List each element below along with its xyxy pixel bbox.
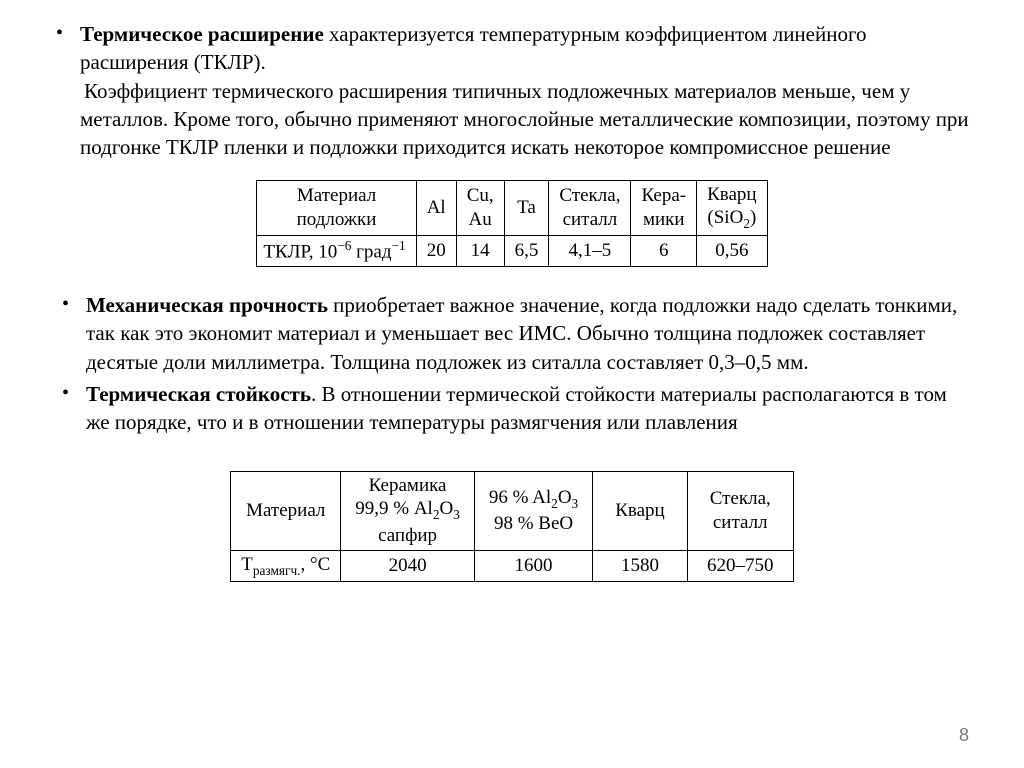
t2-c0-h2d: 3 [453, 507, 460, 522]
t2-c3-h: Стекла, ситалл [687, 471, 793, 550]
t2-c3-h2: ситалл [713, 512, 768, 533]
t1-rl-c: град [351, 241, 391, 262]
t1-rowlabel: ТКЛР, 10−6 град−1 [257, 235, 416, 266]
t1-c5-h2c: ) [750, 207, 756, 228]
t2-c0-h1: Керамика [369, 475, 447, 496]
t1-c3-h2: ситалл [563, 209, 618, 230]
t2-c0-h2c: O [439, 498, 453, 519]
t2-c1-h1d: 3 [572, 495, 579, 510]
table-row: Материал подложки Al Cu, Au Ta Стекла, с… [257, 180, 767, 235]
t1-c3-v: 4,1–5 [549, 235, 631, 266]
t1-c4-v: 6 [631, 235, 697, 266]
t1-rl-b: −6 [337, 238, 351, 253]
t1-h-l2: подложки [297, 209, 377, 230]
t2-c1-h1c: O [558, 487, 572, 508]
t2-rl-a: Т [241, 554, 253, 575]
t2-c1-h1a: 96 % Al [489, 487, 551, 508]
t2-c0-v: 2040 [341, 550, 475, 581]
t2-c1-h1b: 2 [551, 495, 558, 510]
t1-c4-h2: мики [643, 209, 685, 230]
t1-c5-v: 0,56 [697, 235, 768, 266]
t1-c2-h: Ta [504, 180, 549, 235]
t2-rl-c: , °С [300, 554, 330, 575]
t2-c2-h: Кварц [593, 471, 688, 550]
t1-c4-h1: Кера- [641, 185, 686, 206]
t2-c0-h3: сапфир [378, 525, 437, 546]
t2-c1-h: 96 % Al2O3 98 % BeO [474, 471, 592, 550]
bullet-list-1: Термическое расширение характеризуется т… [50, 20, 974, 162]
bullet-mechanical-strength: Механическая прочность приобретает важно… [56, 291, 974, 376]
t2-c2-v: 1580 [593, 550, 688, 581]
t1-c1-h1: Cu, [467, 185, 494, 206]
table-row: Тразмягч., °С 2040 1600 1580 620–750 [231, 550, 794, 581]
t1-c5-h: Кварц (SiO2) [697, 180, 768, 235]
bullet1-text2: Коэффициент термического расширения типи… [80, 79, 969, 160]
t1-rl-d: −1 [392, 238, 406, 253]
t2-rl-b: размягч. [253, 562, 301, 577]
t2-c3-h1: Стекла, [710, 488, 771, 509]
bullet-thermal-stability: Термическая стойкость. В отношении терми… [56, 380, 974, 437]
t2-c0-h: Керамика 99,9 % Al2O3 сапфир [341, 471, 475, 550]
table-row: Материал Керамика 99,9 % Al2O3 сапфир 96… [231, 471, 794, 550]
t2-c3-v: 620–750 [687, 550, 793, 581]
page-number: 8 [959, 725, 969, 746]
t1-rl-a: ТКЛР, 10 [263, 241, 337, 262]
table2-wrap: Материал Керамика 99,9 % Al2O3 сапфир 96… [50, 471, 974, 582]
bullet2-bold: Механическая прочность [86, 293, 328, 317]
table1-header-label: Материал подложки [257, 180, 416, 235]
t1-c1-h: Cu, Au [456, 180, 504, 235]
table-row: ТКЛР, 10−6 град−1 20 14 6,5 4,1–5 6 0,56 [257, 235, 767, 266]
slide: Термическое расширение характеризуется т… [0, 0, 1024, 768]
bullet3-bold: Термическая стойкость [86, 382, 311, 406]
t1-c5-h1: Кварц [707, 184, 757, 205]
bullet-thermal-expansion: Термическое расширение характеризуется т… [50, 20, 974, 162]
t1-c3-h1: Стекла, [559, 185, 620, 206]
t2-header-label: Материал [231, 471, 341, 550]
t2-c0-h2a: 99,9 % Al [355, 498, 433, 519]
t1-c2-v: 6,5 [504, 235, 549, 266]
t1-h-l1: Материал [297, 185, 376, 206]
t1-c0-v: 20 [416, 235, 456, 266]
t2-c1-v: 1600 [474, 550, 592, 581]
table1-wrap: Материал подложки Al Cu, Au Ta Стекла, с… [50, 180, 974, 267]
bullet-list-2: Механическая прочность приобретает важно… [50, 291, 974, 437]
table-tsoft: Материал Керамика 99,9 % Al2O3 сапфир 96… [230, 471, 794, 582]
t2-c1-h2: 98 % BeO [494, 513, 573, 534]
t1-c1-v: 14 [456, 235, 504, 266]
t1-c1-h2: Au [469, 209, 492, 230]
t1-c4-h: Кера- мики [631, 180, 697, 235]
t1-c3-h: Стекла, ситалл [549, 180, 631, 235]
t1-c5-h2a: (SiO [707, 207, 743, 228]
t2-rowlabel: Тразмягч., °С [231, 550, 341, 581]
bullet1-bold: Термическое расширение [80, 22, 324, 46]
table-tklr: Материал подложки Al Cu, Au Ta Стекла, с… [256, 180, 767, 267]
t1-c0-h: Al [416, 180, 456, 235]
t1-c5-h2b: 2 [743, 216, 750, 231]
